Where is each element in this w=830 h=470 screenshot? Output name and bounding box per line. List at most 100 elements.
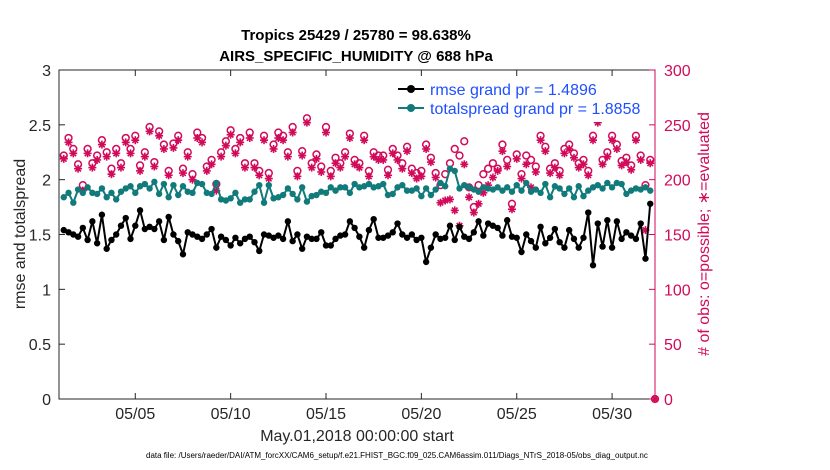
obs-possible-marker <box>479 170 488 179</box>
obs-evaluated-marker <box>164 171 173 180</box>
rmse-point <box>279 235 287 243</box>
rmse-point <box>546 234 554 241</box>
obs-evaluated-marker <box>183 152 192 161</box>
totalspread-point <box>241 196 249 203</box>
rmse-point <box>508 233 516 240</box>
totalspread-point <box>432 186 439 193</box>
rmse-point <box>408 231 416 238</box>
obs-evaluated-marker <box>169 143 178 152</box>
x-axis-label: May.01,2018 00:00:00 start <box>260 428 454 445</box>
rmse-point <box>599 243 606 250</box>
totalspread-point <box>475 188 482 195</box>
totalspread-point <box>184 188 191 195</box>
obs-evaluated-marker <box>536 136 545 145</box>
x-tick-label: 05/15 <box>306 406 346 423</box>
obs-evaluated-stroke <box>189 176 196 184</box>
axes-ticks: 05/05 05/10 05/15 05/20 05/25 05/30 0 0.5 1 1.5 2 2… <box>29 63 691 423</box>
totalspread-point <box>489 186 497 193</box>
totalspread-point <box>256 181 263 189</box>
totalspread-point <box>613 179 621 187</box>
totalspread-point <box>251 188 258 195</box>
rmse-point <box>303 233 311 240</box>
obs-evaluated-stroke <box>398 165 406 173</box>
totalspread-point <box>632 185 640 192</box>
obs-possible-marker <box>455 151 464 160</box>
x-tick-label: 05/30 <box>592 406 632 423</box>
rmse-point <box>494 224 501 232</box>
obs-evaluated-stroke <box>241 164 249 171</box>
plot-area <box>58 69 656 400</box>
obs-evaluated-stroke <box>618 162 625 169</box>
rmse-point <box>380 234 387 241</box>
obs-evaluated-marker <box>341 152 350 161</box>
obs-evaluated-stroke <box>155 132 163 140</box>
legend-label-totalspread: totalspread grand pr = 1.8858 <box>430 101 640 118</box>
totalspread-point <box>222 197 230 204</box>
totalspread-point <box>289 190 296 198</box>
obs-evaluated-marker <box>522 160 531 169</box>
rmse-point <box>132 222 139 229</box>
y-axis-right-label: # of obs: o=possible; ∗=evaluated <box>696 112 713 356</box>
rmse-point <box>360 244 368 251</box>
rmse-point <box>518 248 525 256</box>
obs-evaluated-stroke <box>313 155 320 163</box>
obs-evaluated-stroke <box>356 164 363 171</box>
obs-evaluated-marker <box>431 173 440 182</box>
obs-evaluated-marker <box>565 144 574 153</box>
obs-evaluated-marker <box>569 153 578 162</box>
obs-evaluated-marker <box>579 160 588 169</box>
obs-evaluated-stroke <box>603 153 611 161</box>
obs-evaluated-stroke <box>541 147 549 155</box>
rmse-point <box>265 232 272 239</box>
rmse-point <box>470 229 478 236</box>
obs-evaluated-marker <box>74 164 83 173</box>
obs-evaluated-marker <box>198 138 207 147</box>
totalspread-point <box>308 192 315 200</box>
obs-evaluated-marker <box>121 138 130 147</box>
totalspread-point <box>503 184 511 191</box>
rmse-point <box>561 244 568 251</box>
obs-evaluated-stroke <box>432 174 440 181</box>
rmse-point <box>70 231 77 238</box>
obs-evaluated-marker <box>488 173 497 182</box>
obs-evaluated-stroke <box>170 144 177 152</box>
obs-evaluated-marker <box>97 140 106 149</box>
obs-evaluated-stroke <box>589 136 597 144</box>
totalspread-point <box>70 199 77 206</box>
totalspread-point <box>513 181 520 189</box>
obs-evaluated-stroke <box>60 155 68 163</box>
totalspread-point <box>217 196 225 203</box>
rmse-point <box>442 234 449 241</box>
obs-evaluated-marker <box>589 136 598 145</box>
rmse-point <box>198 235 206 243</box>
obs-evaluated-stroke <box>608 136 616 144</box>
rmse-point <box>222 236 230 244</box>
rmse-point <box>217 233 225 240</box>
totalspread-point <box>642 184 649 191</box>
totalspread-point <box>422 185 430 192</box>
legend-label-rmse: rmse grand pr = 1.4896 <box>430 82 597 99</box>
totalspread-point <box>594 181 601 189</box>
totalspread-point <box>499 187 506 194</box>
rmse-point <box>422 258 430 266</box>
rmse-point <box>465 235 473 243</box>
rmse-point <box>84 236 91 244</box>
obs-evaluated-marker <box>317 167 326 176</box>
rmse-line <box>63 203 652 266</box>
obs-evaluated-stroke <box>336 164 344 171</box>
obs-evaluated-stroke <box>613 145 621 153</box>
rmse-point <box>594 220 601 227</box>
obs-evaluated-marker <box>255 171 264 180</box>
totalspread-point <box>189 189 196 197</box>
totalspread-point <box>523 179 530 187</box>
obs-evaluated-marker <box>398 164 407 173</box>
obs-evaluated-stroke <box>446 196 454 203</box>
totalspread-point <box>198 180 206 188</box>
obs-evaluated-marker <box>617 161 626 170</box>
rmse-point <box>394 220 401 227</box>
rmse-point <box>194 233 201 240</box>
obs-evaluated-stroke <box>174 136 182 144</box>
y-right-tick-label: 300 <box>664 63 691 80</box>
obs-evaluated-marker <box>245 133 254 142</box>
obs-evaluated-marker <box>426 158 435 167</box>
